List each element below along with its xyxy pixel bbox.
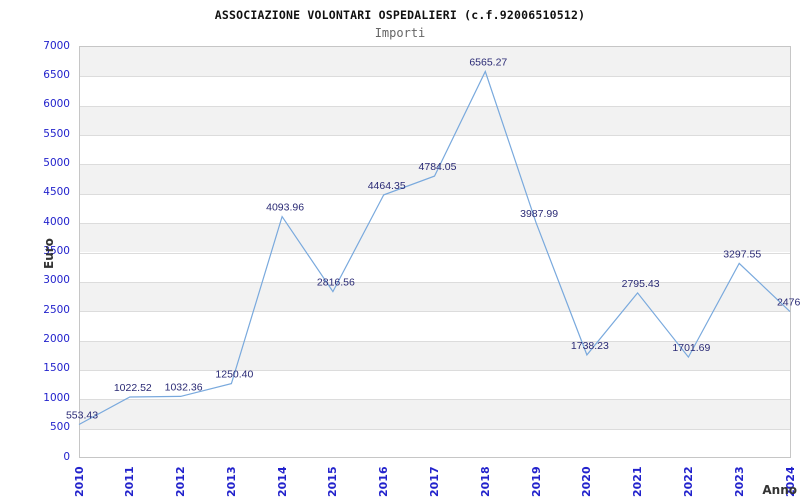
y-tick-label: 5000 (43, 156, 70, 169)
y-tick-label: 2500 (43, 303, 70, 316)
y-tick-label: 1000 (43, 391, 70, 404)
plot-area (79, 46, 791, 458)
gridline (80, 252, 790, 254)
gridline (80, 76, 790, 78)
y-axis-title: Euro (42, 238, 56, 269)
plot-band (80, 340, 790, 370)
chart-subtitle: Importi (374, 26, 426, 40)
gridline (80, 311, 790, 313)
gridline (80, 340, 790, 342)
x-tick-label: 2014 (275, 466, 289, 497)
x-tick-label: 2016 (377, 466, 391, 497)
plot-band (80, 429, 790, 458)
x-tick-label: 2023 (732, 466, 746, 497)
plot-band (80, 164, 790, 194)
y-tick-label: 3000 (43, 274, 70, 287)
x-tick-label: 2013 (224, 466, 238, 497)
x-tick-label: 2015 (326, 466, 340, 497)
x-tick-label: 2022 (681, 466, 695, 497)
x-tick-label: 2021 (631, 466, 645, 497)
plot-band (80, 223, 790, 253)
y-tick-label: 6500 (43, 68, 70, 81)
y-tick-label: 4500 (43, 186, 70, 199)
x-axis-title: Anno (762, 483, 797, 497)
plot-band (80, 76, 790, 105)
x-tick-label: 2019 (529, 466, 543, 497)
x-tick-label: 2020 (580, 466, 594, 497)
plot-band (80, 135, 790, 164)
plot-band (80, 194, 790, 223)
plot-band (80, 47, 790, 77)
gridline (80, 193, 790, 195)
gridline (80, 164, 790, 166)
y-tick-label: 5500 (43, 127, 70, 140)
plot-band (80, 253, 790, 282)
y-tick-label: 2000 (43, 333, 70, 346)
y-tick-label: 4000 (43, 215, 70, 228)
plot-band (80, 281, 790, 312)
x-tick-label: 2010 (72, 466, 86, 497)
plot-band (80, 370, 790, 399)
plot-band (80, 311, 790, 340)
y-tick-label: 500 (49, 421, 70, 434)
x-tick-label: 2011 (123, 466, 137, 497)
gridline (80, 135, 790, 137)
gridline (80, 399, 790, 401)
gridline (80, 105, 790, 107)
y-tick-label: 6000 (43, 98, 70, 111)
gridline (80, 223, 790, 225)
y-tick-label: 3500 (43, 245, 70, 257)
plot-band (80, 105, 790, 136)
gridline (80, 369, 790, 371)
x-tick-label: 2018 (478, 466, 492, 497)
x-tick-label: 2017 (428, 466, 441, 497)
y-tick-label: 7000 (43, 39, 70, 52)
y-tick-label: 1500 (43, 362, 70, 375)
x-tick-label: 2012 (174, 466, 188, 497)
gridline (80, 428, 790, 430)
y-tick-label: 0 (63, 450, 70, 463)
chart-title: ASSOCIAZIONE VOLONTARI OSPEDALIERI (c.f.… (214, 8, 586, 22)
gridline (80, 281, 790, 283)
plot-band (80, 399, 790, 429)
